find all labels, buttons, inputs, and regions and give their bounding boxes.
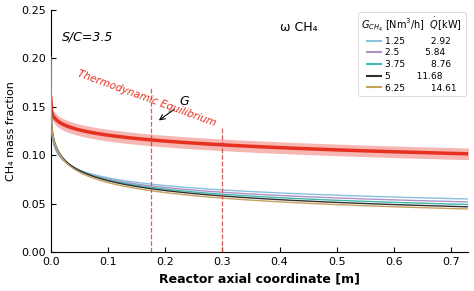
Text: S/C=3.5: S/C=3.5 xyxy=(62,31,114,44)
Text: G: G xyxy=(160,95,189,120)
Text: ω CH₄: ω CH₄ xyxy=(280,21,317,34)
X-axis label: Reactor axial coordinate [m]: Reactor axial coordinate [m] xyxy=(159,272,360,285)
Text: Thermodynamic Equilibrium: Thermodynamic Equilibrium xyxy=(76,68,218,128)
Legend: 1.25         2.92, 2.5         5.84, 3.75         8.76, 5         11.68, 6.25   : 1.25 2.92, 2.5 5.84, 3.75 8.76, 5 11.68,… xyxy=(358,12,466,96)
Y-axis label: CH₄ mass fraction: CH₄ mass fraction xyxy=(6,81,16,181)
